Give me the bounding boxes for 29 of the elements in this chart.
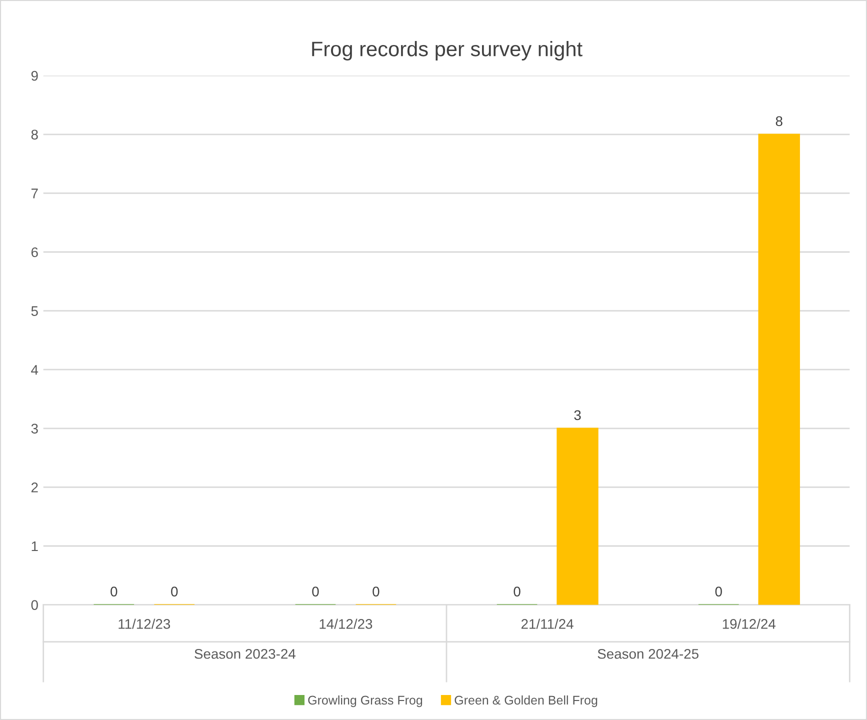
text: Season 2023-24 xyxy=(194,648,296,659)
data-label: 3 xyxy=(574,410,581,420)
x-tick-label: 11/12/23 xyxy=(118,618,170,629)
y-tick-label: 9 xyxy=(31,70,38,81)
data-label: 8 xyxy=(776,116,782,126)
y-tick-label: 4 xyxy=(31,365,38,375)
data-label: 0 xyxy=(715,586,722,596)
y-tick-label: 6 xyxy=(31,247,38,258)
y-tick-label: 2 xyxy=(31,482,38,492)
bar xyxy=(758,134,800,605)
legend-label: Growling Grass Frog xyxy=(308,695,422,708)
chart-title: Frog records per survey night xyxy=(312,41,582,60)
text: Season 2024-25 xyxy=(598,648,698,659)
data-label: 0 xyxy=(171,586,178,596)
y-tick-label: 8 xyxy=(31,130,38,140)
y-tick-label: 3 xyxy=(31,424,38,434)
x-tick-label: 21/11/24 xyxy=(521,618,574,629)
legend-label: Green & Golden Bell Frog xyxy=(454,695,598,708)
y-tick-label: 0 xyxy=(31,600,38,610)
bar xyxy=(556,428,598,605)
x-tick-label: 14/12/23 xyxy=(320,618,372,629)
x-tick-label: 19/12/24 xyxy=(722,618,776,629)
data-label: 0 xyxy=(372,586,380,596)
y-tick-label: 1 xyxy=(32,541,38,552)
y-tick-label: 5 xyxy=(31,306,38,316)
data-label: 0 xyxy=(312,586,319,596)
data-label: 0 xyxy=(110,586,118,596)
y-tick-label: 7 xyxy=(31,188,38,198)
data-label: 0 xyxy=(514,586,520,596)
